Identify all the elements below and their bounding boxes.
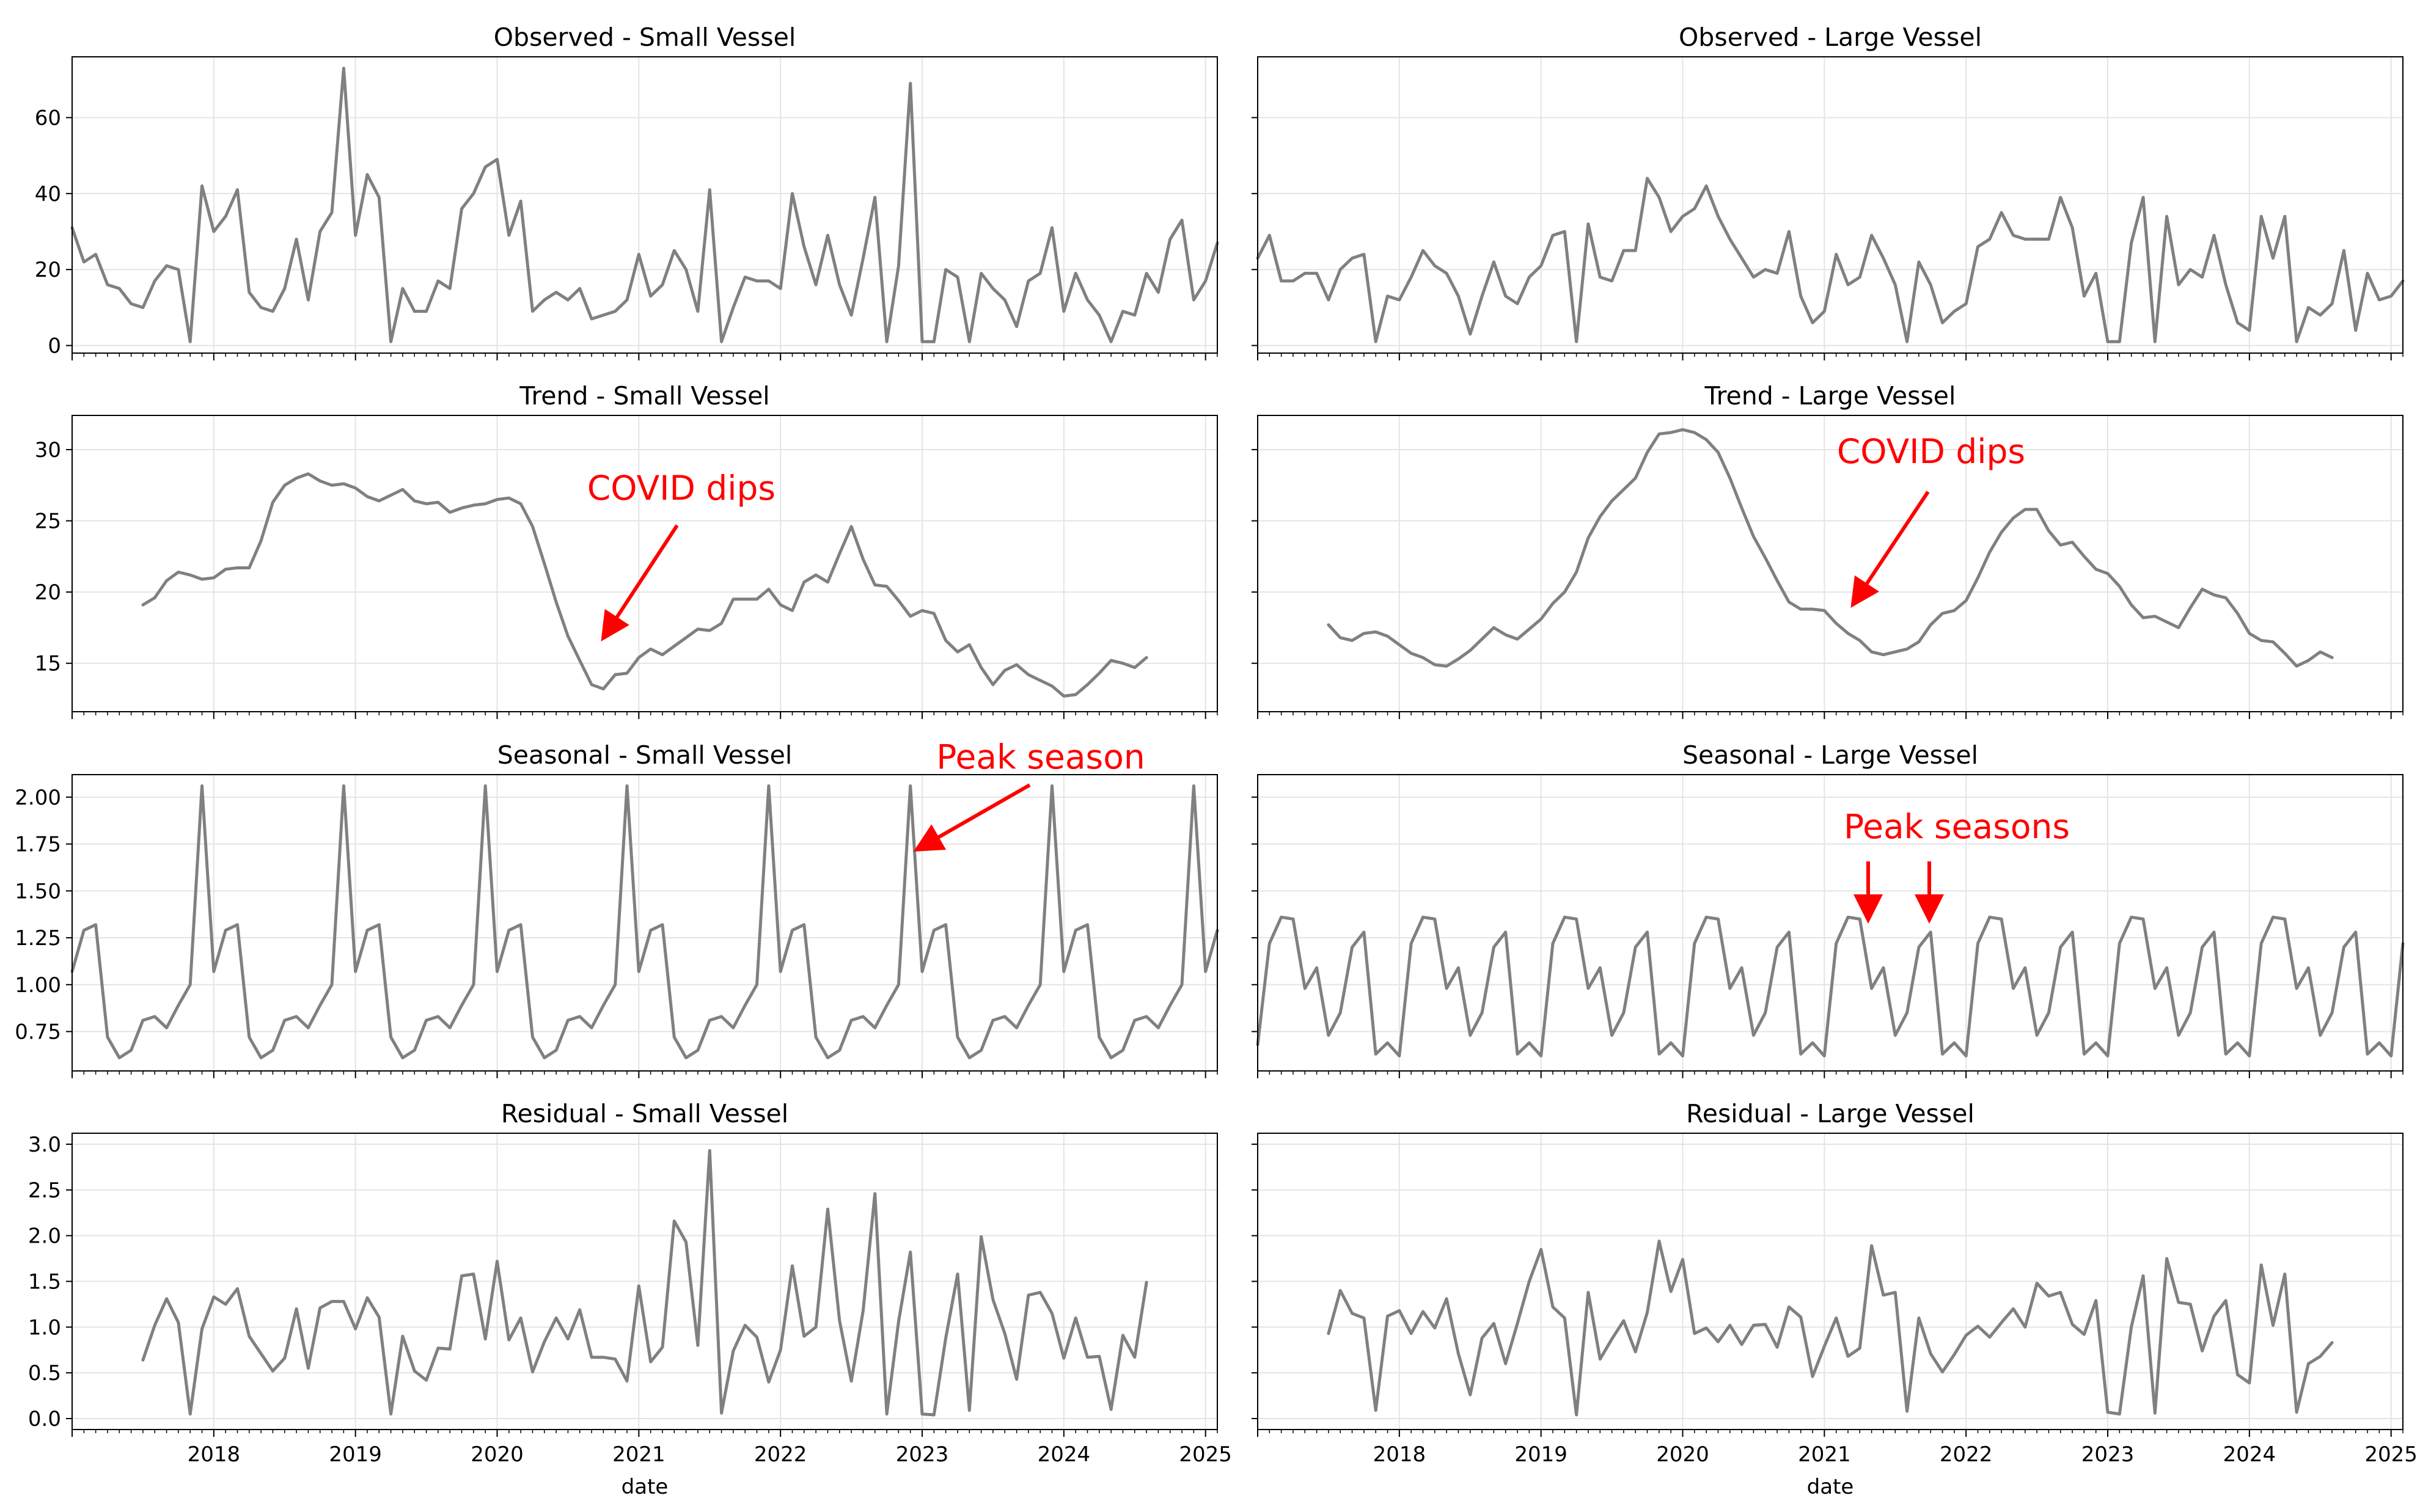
y-tick-label: 20 <box>35 258 61 282</box>
series-line-seas-large <box>1256 915 2405 1057</box>
panel-trend-large: Trend - Large Vessel <box>1252 381 2404 719</box>
x-tick-label: 2022 <box>1940 1442 1993 1467</box>
x-tick-label: 2025 <box>1179 1442 1232 1467</box>
y-tick-label: 0.0 <box>28 1407 61 1431</box>
annotation-peak-small: Peak season <box>913 737 1145 852</box>
y-tick-label: 1.25 <box>15 926 61 951</box>
grid-resid-large <box>1258 1133 2403 1430</box>
panel-title: Seasonal - Large Vessel <box>1682 740 1978 770</box>
grid-trend-large <box>1258 415 2403 712</box>
y-tick-label: 0 <box>48 334 61 359</box>
y-tick-label: 2.5 <box>28 1178 61 1203</box>
x-tick-label: 2021 <box>612 1442 666 1467</box>
series-line-resid-small <box>141 1149 1148 1417</box>
x-tick-label: 2024 <box>1038 1442 1091 1467</box>
x-tick-label: 2020 <box>471 1442 524 1467</box>
x-tick-label: 2020 <box>1656 1442 1709 1467</box>
annotation-covid-large: COVID dips <box>1837 432 2025 608</box>
panel-seas-large: Seasonal - Large Vessel <box>1252 740 2405 1078</box>
axes-frame-obs-small <box>72 56 1218 354</box>
annotation-covid-large-label: COVID dips <box>1837 432 2025 471</box>
y-tick-label: 60 <box>35 106 61 130</box>
panel-resid-large: 2018 2019 2020 2021 2022 2023 2024 2025 date Resi… <box>1252 1099 2418 1499</box>
axes-frame-seas-small <box>72 774 1218 1072</box>
annotation-peak-small-arrow <box>913 783 1031 852</box>
series-line-resid-large <box>1327 1240 2334 1417</box>
y-tick-label: 20 <box>35 580 61 605</box>
panel-seas-small: 0.75 1.00 1.25 1.50 1.75 2.00 Seasonal - Small… <box>15 740 1219 1078</box>
annotation-covid-large-arrow <box>1850 491 1930 608</box>
grid-obs-large <box>1258 57 2403 353</box>
panel-obs-large: Observed - Large Vessel <box>1252 23 2405 360</box>
x-axis-label: date <box>622 1475 669 1499</box>
series-line-trend-small <box>141 472 1148 698</box>
y-tick-label: 2.0 <box>28 1224 61 1249</box>
x-tick-label: 2022 <box>754 1442 807 1467</box>
annotation-peak-large: Peak seasons <box>1844 807 2070 924</box>
x-tick-label: 2023 <box>896 1442 949 1467</box>
axes-frame-seas-large <box>1257 774 2404 1072</box>
x-tick-label: 2019 <box>329 1442 382 1467</box>
y-tick-label: 0.75 <box>15 1020 61 1045</box>
y-tick-label: 30 <box>35 438 61 462</box>
x-tick-label: 2021 <box>1798 1442 1851 1467</box>
y-tick-label: 15 <box>35 652 61 676</box>
x-tick-label: 2024 <box>2223 1442 2276 1467</box>
panel-title: Trend - Small Vessel <box>519 381 769 411</box>
annotation-peak-large-label: Peak seasons <box>1844 807 2070 846</box>
panel-trend-small: 15 20 25 30 Trend - Small Vessel <box>35 381 1218 719</box>
x-tick-label: 2025 <box>2364 1442 2418 1467</box>
panel-title: Observed - Small Vessel <box>494 23 796 52</box>
annotation-peak-small-label: Peak season <box>936 737 1145 776</box>
y-tick-label: 40 <box>35 182 61 206</box>
x-tick-label: 2018 <box>1373 1442 1426 1467</box>
panel-obs-small: 0 20 40 60 Observed - Small Vessel <box>35 23 1219 360</box>
annotation-covid-small: COVID dips <box>587 469 776 642</box>
x-tick-label: 2023 <box>2081 1442 2135 1467</box>
y-tick-label: 0.5 <box>28 1361 61 1386</box>
series-line-obs-small <box>70 67 1219 343</box>
x-tick-label: 2019 <box>1514 1442 1568 1467</box>
y-tick-label: 2.00 <box>15 786 61 810</box>
panel-title: Residual - Large Vessel <box>1686 1099 1975 1128</box>
x-axis-label: date <box>1807 1475 1854 1499</box>
axes-frame-trend-large <box>1257 415 2404 712</box>
panel-resid-small: 0.0 0.5 1.0 1.5 2.0 2.5 3.0 2018 2019 2020 2021 202… <box>28 1099 1232 1499</box>
grid-trend-small <box>72 415 1217 712</box>
grid-seas-small <box>72 775 1217 1071</box>
grid-seas-large <box>1258 775 2403 1071</box>
annotation-covid-small-arrow <box>601 524 679 642</box>
annotation-covid-small-label: COVID dips <box>587 469 776 508</box>
x-tick-label: 2018 <box>188 1442 241 1467</box>
grid-obs-small <box>72 57 1217 353</box>
panel-title: Trend - Large Vessel <box>1704 381 1956 411</box>
y-tick-label: 1.50 <box>15 879 61 904</box>
series-line-trend-large <box>1327 428 2334 668</box>
panel-title: Seasonal - Small Vessel <box>497 740 793 770</box>
series-line-seas-small <box>70 784 1219 1059</box>
axes-frame-obs-large <box>1257 56 2404 354</box>
series-line-obs-large <box>1256 177 2405 343</box>
y-tick-label: 1.0 <box>28 1315 61 1340</box>
grid-resid-small <box>72 1133 1217 1430</box>
panel-title: Observed - Large Vessel <box>1679 23 1982 52</box>
y-tick-label: 25 <box>35 509 61 534</box>
axes-frame-trend-small <box>72 415 1218 712</box>
y-tick-label: 3.0 <box>28 1133 61 1157</box>
y-tick-label: 1.5 <box>28 1270 61 1295</box>
panel-title: Residual - Small Vessel <box>501 1099 788 1128</box>
y-tick-label: 1.75 <box>15 833 61 857</box>
y-tick-label: 1.00 <box>15 973 61 998</box>
